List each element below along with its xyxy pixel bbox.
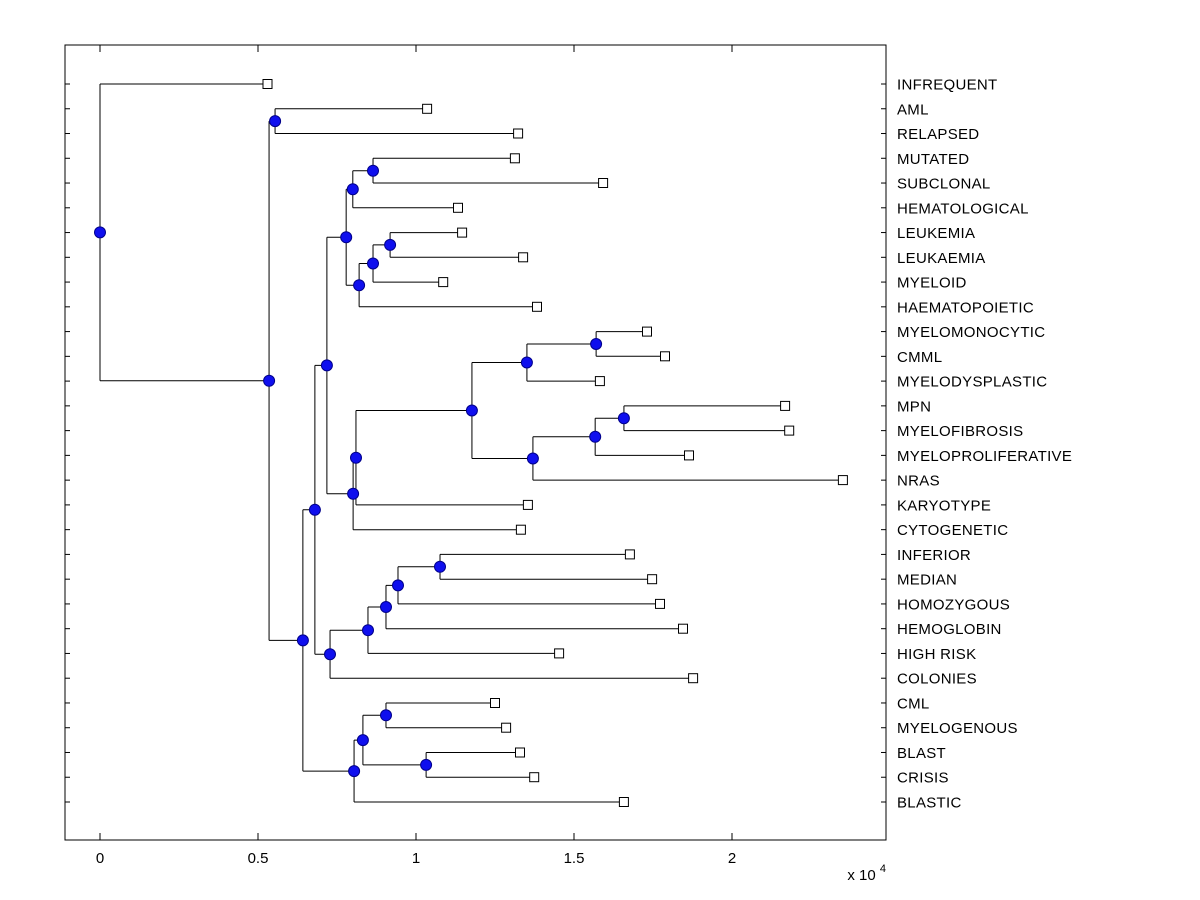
internal-node-marker [346, 183, 359, 196]
internal-node-marker [617, 412, 630, 425]
internal-node-marker [269, 115, 282, 128]
leaf-label: CMML [897, 349, 942, 366]
internal-node-marker [367, 164, 379, 177]
plot-border [64, 44, 887, 841]
leaf-label: MYELODYSPLASTIC [897, 374, 1047, 391]
leaf-label: MYELOGENOUS [897, 720, 1018, 737]
leaf-marker [453, 202, 463, 213]
leaf-marker [522, 499, 533, 510]
leaf-label: CYTOGENETIC [897, 522, 1008, 539]
leaf-marker [594, 376, 605, 387]
leaf-label: HEMATOLOGICAL [897, 200, 1029, 217]
leaf-marker [598, 178, 609, 188]
internal-node-marker [380, 601, 392, 613]
internal-node-marker [353, 279, 366, 292]
leaf-label: NRAS [897, 473, 940, 490]
axis-exponent-label: x 10 4 [847, 863, 886, 884]
leaf-marker [684, 450, 694, 461]
internal-node-marker [465, 404, 478, 417]
x-tick-label: 0.5 [248, 850, 269, 867]
leaf-label: SUBCLONAL [897, 176, 991, 193]
leaf-label: BLAST [897, 745, 946, 762]
leaf-label: HAEMATOPOIETIC [897, 299, 1034, 316]
internal-node-marker [526, 452, 539, 465]
leaf-marker [688, 673, 699, 684]
internal-node-marker [520, 356, 533, 369]
leaf-marker [655, 598, 665, 609]
leaf-marker [518, 252, 529, 263]
leaf-marker [513, 128, 524, 139]
internal-node-marker [392, 579, 404, 592]
leaf-marker [618, 797, 629, 807]
leaf-label: LEUKAEMIA [897, 250, 986, 267]
x-tick-label: 1.5 [564, 850, 585, 867]
leaf-marker [515, 524, 526, 535]
internal-node-marker [308, 503, 321, 516]
internal-node-marker [348, 765, 361, 778]
internal-node-marker [263, 374, 276, 387]
leaf-marker [501, 722, 512, 733]
leaf-label: INFREQUENT [897, 77, 998, 94]
internal-node-marker [324, 648, 336, 661]
x-tick-label: 0 [96, 850, 104, 867]
leaf-label: CML [897, 696, 930, 713]
leaf-marker [532, 301, 542, 312]
leaf-marker [422, 103, 433, 114]
leaf-marker [515, 747, 525, 758]
leaf-label: KARYOTYPE [897, 497, 991, 514]
internal-node-marker [420, 758, 433, 771]
leaf-label: RELAPSED [897, 126, 979, 143]
internal-node-marker [94, 226, 106, 239]
leaf-marker [780, 400, 791, 411]
leaf-marker [554, 648, 565, 659]
leaf-label: HIGH RISK [897, 646, 976, 663]
leaf-marker [529, 772, 540, 783]
leaf-marker [490, 698, 500, 708]
leaf-label: HEMOGLOBIN [897, 621, 1002, 638]
x-tick-label: 2 [728, 850, 736, 867]
leaf-label: MYELOID [897, 275, 967, 292]
leaf-label: BLASTIC [897, 795, 962, 812]
leaf-marker [624, 549, 635, 560]
internal-node-marker [380, 709, 392, 722]
internal-node-marker [434, 560, 446, 573]
leaf-label: MYELOPROLIFERATIVE [897, 448, 1072, 465]
leaf-label: AML [897, 101, 929, 118]
leaf-marker [647, 574, 658, 585]
internal-node-marker [296, 634, 309, 647]
leaf-marker [678, 623, 688, 634]
internal-node-marker [356, 734, 369, 747]
internal-node-marker [340, 231, 353, 244]
leaf-marker [660, 351, 670, 362]
internal-node-marker [590, 338, 603, 350]
leaf-label: HOMOZYGOUS [897, 596, 1010, 613]
leaf-marker [438, 277, 449, 288]
internal-node-marker [347, 487, 360, 500]
leaf-label: INFERIOR [897, 547, 971, 564]
internal-node-marker [320, 359, 333, 372]
leaf-label: MUTATED [897, 151, 969, 168]
internal-node-marker [384, 238, 397, 251]
leaf-label: MPN [897, 398, 931, 415]
internal-node-marker [350, 451, 362, 464]
leaf-label: CRISIS [897, 770, 949, 787]
internal-node-marker [589, 430, 602, 443]
leaf-marker [509, 153, 520, 164]
leaf-label: MYELOMONOCYTIC [897, 324, 1045, 341]
leaf-marker [457, 227, 468, 238]
internal-node-marker [362, 624, 374, 637]
leaf-marker [642, 326, 652, 337]
leaf-label: MYELOFIBROSIS [897, 423, 1023, 440]
leaf-label: COLONIES [897, 671, 977, 688]
internal-node-marker [367, 257, 379, 270]
x-tick-label: 1 [412, 850, 420, 867]
leaf-marker [262, 79, 273, 89]
leaf-label: LEUKEMIA [897, 225, 975, 242]
leaf-marker [837, 475, 848, 486]
leaf-marker [784, 425, 795, 436]
leaf-label: MEDIAN [897, 572, 957, 589]
